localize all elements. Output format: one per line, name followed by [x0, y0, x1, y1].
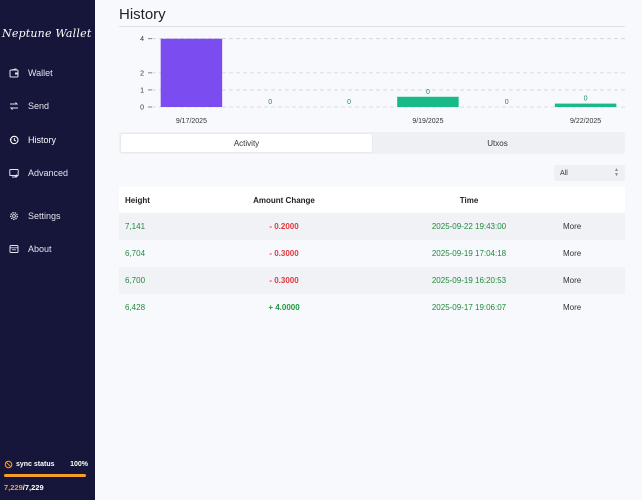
- sidebar-item-send[interactable]: Send: [0, 93, 95, 119]
- filter-select[interactable]: All ▲ ▼: [554, 165, 625, 181]
- history-table: Height Amount Change Time 7,141 - 0.2000…: [119, 187, 625, 321]
- row-time: 2025-09-19 16:20:53: [431, 276, 507, 285]
- page-title: History: [119, 6, 166, 23]
- select-arrows-icon: ▲ ▼: [614, 167, 619, 178]
- sync-total-blocks: 7,229: [24, 483, 44, 492]
- title-divider: [119, 26, 625, 27]
- header-time: Time: [459, 195, 479, 205]
- y-tick-label: 2: [140, 70, 144, 77]
- send-icon: [9, 101, 19, 111]
- sidebar-item-about[interactable]: About: [0, 236, 95, 262]
- chart-bar: [554, 103, 617, 107]
- row-time: 2025-09-22 19:43:00: [431, 222, 507, 231]
- row-height: 6,704: [125, 249, 146, 258]
- history-bar-chart: 0 1 2 4 9/17/2025 0 0 0 9/19/2025 0 0 9/22/2025: [140, 36, 625, 125]
- more-button[interactable]: More: [563, 303, 582, 312]
- more-button[interactable]: More: [563, 276, 582, 285]
- sidebar-item-label: Settings: [28, 211, 61, 221]
- history-tabs: Activity Utxos: [119, 132, 625, 154]
- sync-icon: [4, 460, 13, 469]
- bar-data-label: 0: [347, 99, 351, 106]
- table-row: 7,141 - 0.2000 2025-09-22 19:43:00 More: [119, 213, 625, 240]
- sync-percent: 100%: [70, 461, 88, 468]
- bar-data-label: 0: [268, 99, 272, 106]
- sidebar-item-advanced[interactable]: Advanced: [0, 160, 95, 186]
- tab-activity[interactable]: Activity: [121, 134, 372, 152]
- sidebar-item-history[interactable]: History: [0, 127, 95, 153]
- info-icon: [9, 244, 19, 254]
- sidebar-item-label: About: [28, 244, 52, 254]
- advanced-icon: [9, 168, 19, 178]
- more-button[interactable]: More: [563, 249, 582, 258]
- table-header: Height Amount Change Time: [119, 187, 625, 213]
- row-height: 6,428: [125, 303, 146, 312]
- row-amount: + 4.0000: [268, 303, 300, 312]
- sidebar-item-label: History: [28, 135, 57, 145]
- sync-separator: /: [22, 483, 25, 492]
- x-tick-label: 9/19/2025: [412, 118, 443, 125]
- sidebar-item-label: Advanced: [28, 168, 69, 178]
- row-amount: - 0.2000: [269, 222, 299, 231]
- more-button[interactable]: More: [563, 222, 582, 231]
- chart-bar: [160, 38, 223, 107]
- header-height: Height: [125, 195, 150, 205]
- sync-progress-bar: [4, 474, 86, 477]
- sidebar-item-settings[interactable]: Settings: [0, 203, 95, 229]
- row-amount: - 0.3000: [269, 249, 299, 258]
- bar-data-label: 0: [584, 96, 588, 103]
- sidebar-item-label: Send: [28, 101, 50, 111]
- bar-data-label: 0: [505, 99, 509, 106]
- x-tick-label: 9/22/2025: [570, 118, 601, 125]
- y-tick-label: 1: [140, 87, 144, 94]
- sidebar: Neptune Wallet Wallet Send History Advan…: [0, 0, 95, 500]
- y-tick-label: 4: [140, 36, 144, 43]
- sidebar-item-label: Wallet: [28, 68, 53, 78]
- wallet-icon: [9, 68, 19, 78]
- sync-current-block: 7,229: [4, 483, 23, 492]
- sidebar-item-wallet[interactable]: Wallet: [0, 60, 95, 86]
- row-height: 7,141: [125, 222, 146, 231]
- table-body: 7,141 - 0.2000 2025-09-22 19:43:00 More …: [119, 213, 625, 321]
- row-height: 6,700: [125, 276, 146, 285]
- history-icon: [9, 135, 19, 145]
- bar-data-label: 0: [426, 89, 430, 96]
- row-time: 2025-09-17 19:06:07: [431, 303, 507, 312]
- filter-value: All: [560, 169, 568, 177]
- gear-icon: [9, 211, 19, 221]
- x-tick-label: 9/17/2025: [176, 118, 207, 125]
- table-row: 6,700 - 0.3000 2025-09-19 16:20:53 More: [119, 267, 625, 294]
- table-row: 6,704 - 0.3000 2025-09-19 17:04:18 More: [119, 240, 625, 267]
- sync-block-counts: 7,229/7,229: [4, 483, 88, 492]
- row-time: 2025-09-19 17:04:18: [431, 249, 507, 258]
- app-logo: Neptune Wallet: [2, 27, 92, 40]
- sync-status: sync status 100% 7,229/7,229: [4, 460, 88, 492]
- row-amount: - 0.3000: [269, 276, 299, 285]
- chart-bar: [397, 96, 459, 107]
- table-row: 6,428 + 4.0000 2025-09-17 19:06:07 More: [119, 294, 625, 321]
- tab-utxos[interactable]: Utxos: [487, 138, 508, 148]
- sync-status-label: sync status: [16, 461, 55, 468]
- header-amount-change: Amount Change: [253, 195, 315, 205]
- y-tick-label: 0: [140, 105, 144, 112]
